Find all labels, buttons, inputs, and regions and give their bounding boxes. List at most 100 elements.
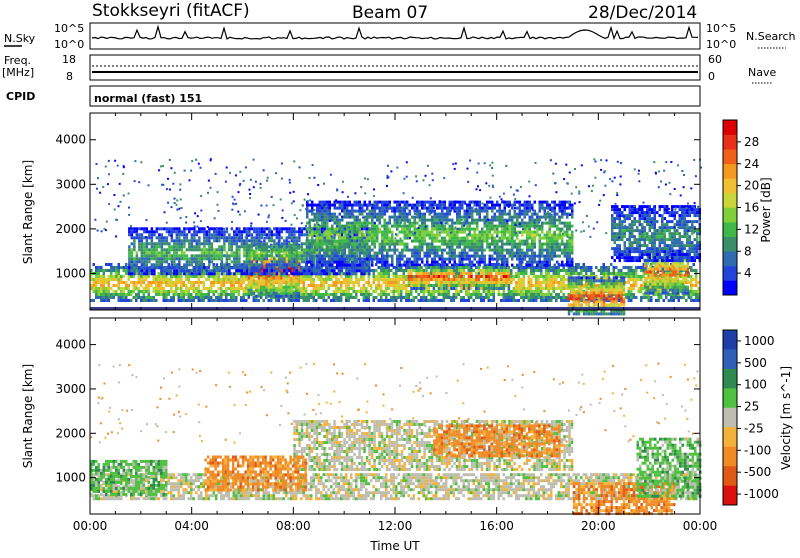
power-cell bbox=[384, 258, 387, 261]
power-cell bbox=[331, 252, 334, 255]
power-cell bbox=[191, 254, 194, 257]
power-cell bbox=[261, 236, 264, 239]
power-cell bbox=[123, 266, 126, 269]
power-cell bbox=[268, 272, 271, 275]
power-cell bbox=[508, 296, 511, 299]
power-cell bbox=[253, 263, 256, 266]
power-cell bbox=[146, 266, 149, 269]
power-cell bbox=[176, 272, 179, 275]
power-cell bbox=[95, 287, 98, 290]
power-cell bbox=[673, 299, 676, 302]
power-cell bbox=[291, 236, 294, 239]
power-cell bbox=[188, 290, 191, 293]
power-cell bbox=[341, 264, 344, 267]
power-cell bbox=[355, 278, 358, 281]
power-cell bbox=[625, 266, 628, 269]
power-cell bbox=[324, 201, 327, 204]
power-cell bbox=[278, 286, 281, 289]
power-cell bbox=[391, 225, 394, 228]
power-cell bbox=[128, 248, 131, 251]
power-cell bbox=[161, 236, 164, 239]
power-cell bbox=[693, 299, 696, 302]
power-cell bbox=[200, 293, 203, 296]
power-cell bbox=[193, 248, 196, 251]
power-cell bbox=[441, 237, 444, 240]
power-cell bbox=[186, 248, 189, 251]
power-cell bbox=[350, 287, 353, 290]
power-cell bbox=[490, 299, 493, 302]
power-cell bbox=[633, 272, 636, 275]
power-cell bbox=[424, 219, 427, 222]
power-cell bbox=[228, 233, 231, 236]
power-cell bbox=[196, 230, 199, 233]
power-cell bbox=[443, 296, 446, 299]
power-cell bbox=[141, 248, 144, 251]
power-cell bbox=[201, 230, 204, 233]
power-cell bbox=[245, 278, 248, 281]
power-cell bbox=[220, 284, 223, 287]
power-cell bbox=[148, 257, 151, 260]
power-cell bbox=[398, 287, 401, 290]
power-cell bbox=[150, 281, 153, 284]
power-cell bbox=[246, 272, 249, 275]
power-cell bbox=[309, 231, 312, 234]
power-cell bbox=[170, 299, 173, 302]
power-cell bbox=[563, 293, 566, 296]
power-cell bbox=[439, 216, 442, 219]
power-cell bbox=[236, 236, 239, 239]
power-cell bbox=[283, 263, 286, 266]
power-cell bbox=[108, 284, 111, 287]
power-cell bbox=[435, 299, 438, 302]
power-cell bbox=[238, 251, 241, 254]
power-cell bbox=[366, 264, 369, 267]
power-cell bbox=[98, 269, 101, 272]
power-cell bbox=[245, 293, 248, 296]
power-cell bbox=[314, 213, 317, 216]
power-cell bbox=[578, 266, 581, 269]
power-cell bbox=[560, 281, 563, 284]
power-cell bbox=[241, 269, 244, 272]
power-cell bbox=[191, 257, 194, 260]
power-cell bbox=[198, 281, 201, 284]
power-cell bbox=[191, 263, 194, 266]
power-cell bbox=[248, 263, 251, 266]
power-cell bbox=[173, 245, 176, 248]
power-cell bbox=[241, 266, 244, 269]
power-cell bbox=[221, 236, 224, 239]
power-cell bbox=[233, 272, 236, 275]
power-cell bbox=[95, 290, 98, 293]
power-cell bbox=[530, 299, 533, 302]
power-cell bbox=[563, 287, 566, 290]
power-cell bbox=[420, 296, 423, 299]
power-cell bbox=[399, 252, 402, 255]
power-cell bbox=[485, 293, 488, 296]
power-cell bbox=[173, 257, 176, 260]
power-cell bbox=[505, 281, 508, 284]
power-cell bbox=[385, 296, 388, 299]
power-cell bbox=[301, 242, 304, 245]
power-cell bbox=[288, 254, 291, 257]
power-cell bbox=[510, 299, 513, 302]
power-cell bbox=[390, 281, 393, 284]
power-cell bbox=[515, 275, 518, 278]
power-cell bbox=[250, 280, 253, 283]
power-cell bbox=[355, 275, 358, 278]
power-cell bbox=[173, 284, 176, 287]
power-cell bbox=[401, 243, 404, 246]
power-cell bbox=[120, 299, 123, 302]
power-cell bbox=[186, 269, 189, 272]
power-cell bbox=[339, 243, 342, 246]
power-cell bbox=[108, 278, 111, 281]
power-cell bbox=[351, 225, 354, 228]
power-cell bbox=[384, 207, 387, 210]
power-cell bbox=[326, 237, 329, 240]
power-cell bbox=[240, 281, 243, 284]
power-cell bbox=[453, 299, 456, 302]
power-cell bbox=[196, 260, 199, 263]
power-cell bbox=[181, 248, 184, 251]
power-cell bbox=[190, 296, 193, 299]
power-cell bbox=[495, 281, 498, 284]
power-cell bbox=[361, 207, 364, 210]
power-cell bbox=[211, 272, 214, 275]
power-cell bbox=[220, 281, 223, 284]
